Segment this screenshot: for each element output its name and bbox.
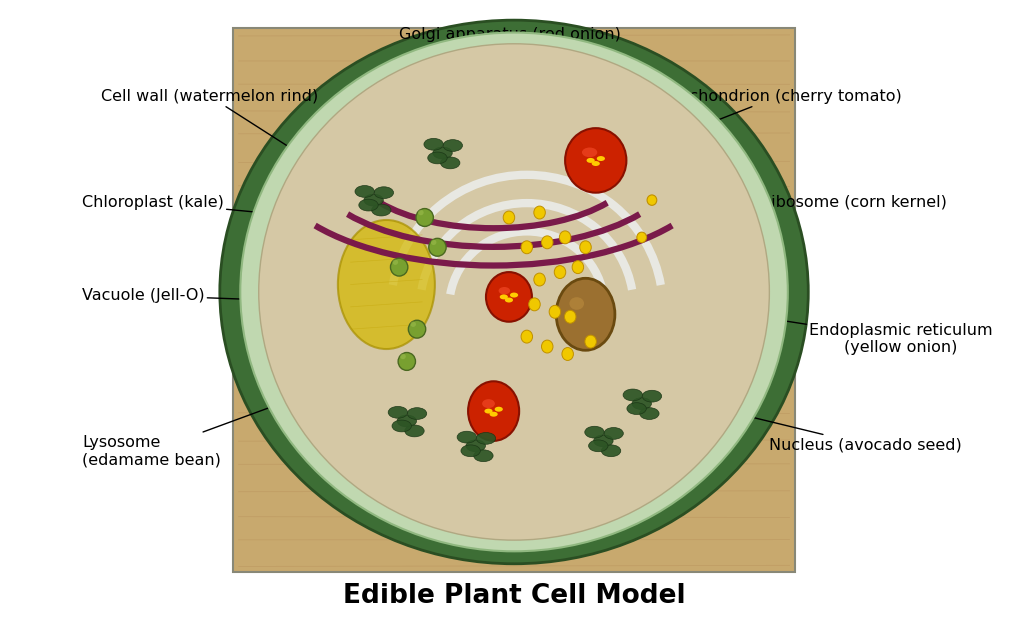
Ellipse shape <box>486 272 531 322</box>
Circle shape <box>397 415 417 427</box>
Circle shape <box>484 409 493 414</box>
Circle shape <box>601 445 621 457</box>
Circle shape <box>592 161 600 166</box>
Ellipse shape <box>431 239 436 245</box>
Ellipse shape <box>585 335 596 348</box>
Circle shape <box>640 407 659 419</box>
Ellipse shape <box>400 354 406 360</box>
Circle shape <box>489 412 498 417</box>
Circle shape <box>495 407 503 412</box>
Text: Vacuole (Jell-O): Vacuole (Jell-O) <box>82 288 312 303</box>
Circle shape <box>355 185 375 197</box>
Ellipse shape <box>534 273 546 286</box>
Text: Cell wall (watermelon rind): Cell wall (watermelon rind) <box>101 89 318 159</box>
Circle shape <box>428 152 447 164</box>
Circle shape <box>457 431 476 443</box>
Ellipse shape <box>637 232 646 243</box>
Ellipse shape <box>220 20 808 564</box>
Ellipse shape <box>564 310 575 323</box>
Ellipse shape <box>647 195 656 205</box>
Text: Ribosome (corn kernel): Ribosome (corn kernel) <box>748 195 947 210</box>
Text: Edible Plant Cell Model: Edible Plant Cell Model <box>343 583 685 609</box>
Circle shape <box>500 294 508 299</box>
Ellipse shape <box>409 320 426 338</box>
Circle shape <box>623 389 642 401</box>
Ellipse shape <box>528 298 541 311</box>
Circle shape <box>585 426 604 438</box>
Ellipse shape <box>556 278 614 350</box>
Text: Chloroplast (kale): Chloroplast (kale) <box>82 195 282 215</box>
Ellipse shape <box>416 208 433 226</box>
Circle shape <box>404 425 424 437</box>
Ellipse shape <box>554 266 565 279</box>
Circle shape <box>505 297 513 302</box>
Circle shape <box>374 187 393 198</box>
Text: Mitochondrion (cherry tomato): Mitochondrion (cherry tomato) <box>635 89 901 152</box>
Circle shape <box>440 157 460 169</box>
Ellipse shape <box>542 340 553 353</box>
Ellipse shape <box>534 206 546 219</box>
Ellipse shape <box>338 220 435 349</box>
Ellipse shape <box>398 353 416 370</box>
Ellipse shape <box>562 348 573 360</box>
Ellipse shape <box>241 32 787 551</box>
Circle shape <box>424 138 443 150</box>
Ellipse shape <box>499 287 510 294</box>
Ellipse shape <box>580 241 591 254</box>
Text: Endoplasmic reticulum
(yellow onion): Endoplasmic reticulum (yellow onion) <box>681 305 993 355</box>
Ellipse shape <box>521 330 532 343</box>
Circle shape <box>589 440 608 452</box>
Ellipse shape <box>411 322 416 327</box>
Ellipse shape <box>392 259 398 265</box>
Circle shape <box>388 406 408 418</box>
Ellipse shape <box>503 211 515 224</box>
Circle shape <box>443 139 463 151</box>
Ellipse shape <box>565 128 627 193</box>
Circle shape <box>510 292 518 297</box>
Text: Golgi apparatus (red onion): Golgi apparatus (red onion) <box>399 27 621 131</box>
Circle shape <box>476 432 496 444</box>
Ellipse shape <box>569 297 584 310</box>
Circle shape <box>364 194 383 206</box>
Text: Lysosome
(edamame bean): Lysosome (edamame bean) <box>82 392 312 467</box>
Ellipse shape <box>549 305 561 318</box>
Circle shape <box>597 156 605 161</box>
Circle shape <box>632 397 651 409</box>
Ellipse shape <box>542 236 553 249</box>
FancyBboxPatch shape <box>233 28 795 572</box>
Circle shape <box>642 390 662 402</box>
Circle shape <box>433 147 453 159</box>
Ellipse shape <box>482 399 495 408</box>
Ellipse shape <box>390 258 408 276</box>
Circle shape <box>466 440 485 452</box>
Circle shape <box>474 450 494 462</box>
Ellipse shape <box>582 147 597 157</box>
Ellipse shape <box>521 241 532 254</box>
Circle shape <box>587 158 595 163</box>
Text: Nucleus (avocado seed): Nucleus (avocado seed) <box>635 389 962 452</box>
Ellipse shape <box>429 238 446 256</box>
Circle shape <box>358 199 378 211</box>
Circle shape <box>461 445 480 457</box>
Ellipse shape <box>259 44 769 540</box>
Ellipse shape <box>418 210 424 215</box>
Ellipse shape <box>559 231 570 244</box>
Circle shape <box>594 435 613 447</box>
Circle shape <box>627 402 646 414</box>
Circle shape <box>408 407 427 419</box>
Circle shape <box>392 420 412 432</box>
Ellipse shape <box>468 381 519 441</box>
Circle shape <box>604 427 624 439</box>
Circle shape <box>372 204 391 216</box>
Ellipse shape <box>572 261 584 274</box>
